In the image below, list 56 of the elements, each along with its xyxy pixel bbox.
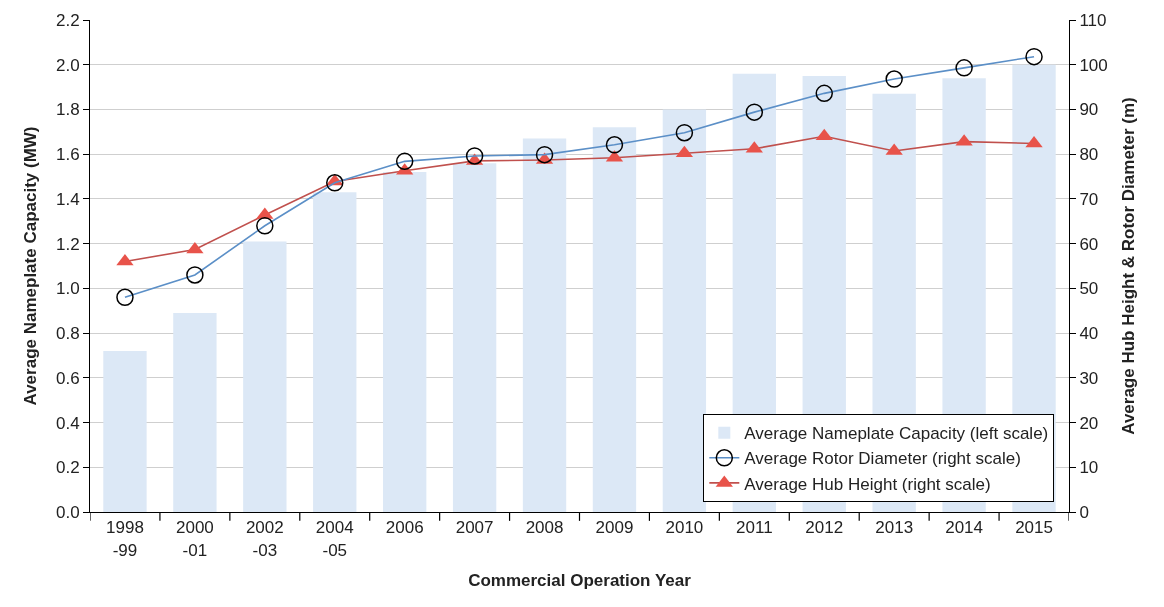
y-tick-label: 0.0	[55, 502, 80, 522]
bar	[452, 163, 497, 512]
bar	[592, 127, 637, 512]
x-tick-label: 2007	[455, 518, 494, 538]
point	[186, 241, 204, 254]
y-tick-label: 2.2	[55, 10, 80, 30]
y2-tick-label: 0	[1079, 502, 1089, 522]
y-tick-label: 2.0	[55, 55, 80, 75]
x-tick-label: 2015	[1015, 518, 1053, 538]
bar	[662, 109, 707, 512]
bar	[383, 172, 427, 512]
y-tick-label: 1.2	[55, 234, 80, 254]
x-tick-label: 2009	[595, 518, 634, 538]
y2-tick-label: 100	[1079, 55, 1108, 75]
y2-tick-label: 70	[1079, 189, 1099, 209]
x-tick-label: 2010	[665, 518, 704, 538]
point	[815, 128, 833, 141]
bar	[313, 192, 357, 512]
y2-tick-label: 10	[1079, 458, 1099, 478]
x-tick-label: 2004 -05	[315, 518, 354, 560]
x-tick-label: 2014	[945, 518, 984, 538]
y-tick-label: 0.2	[55, 458, 80, 478]
bar	[173, 312, 217, 512]
x-tick-label: 2012	[805, 518, 844, 538]
bar	[103, 350, 147, 512]
y2-tick-label: 20	[1079, 413, 1099, 433]
point	[1025, 135, 1043, 148]
y2-tick-label: 90	[1079, 100, 1099, 120]
legend-label: Average Rotor Diameter (right scale)	[744, 449, 1021, 469]
x-tick-label: 2008	[525, 518, 564, 538]
y2-tick-label: 60	[1079, 234, 1099, 254]
legend-label: Average Nameplate Capacity (left scale)	[744, 424, 1049, 444]
x-tick-label: 2006	[385, 518, 424, 538]
x-tick-label: 2011	[736, 518, 773, 538]
bar	[522, 138, 567, 512]
y2-axis-title: Average Hub Height & Rotor Diameter (m)	[1119, 97, 1139, 435]
x-tick-label: 2002 -03	[245, 518, 284, 560]
x-axis-title: Commercial Operation Year	[468, 570, 692, 590]
y2-tick-label: 40	[1079, 324, 1099, 344]
x-tick-label: 1998 -99	[106, 518, 144, 560]
y-tick-label: 0.6	[55, 368, 80, 388]
y-tick-label: 1.4	[55, 189, 80, 209]
y-tick-label: 1.0	[55, 279, 80, 299]
y2-tick-label: 110	[1079, 10, 1107, 30]
legend-label: Average Hub Height (right scale)	[744, 474, 991, 494]
y-tick-label: 0.4	[55, 413, 80, 433]
x-tick-label: 2013	[875, 518, 914, 538]
y2-tick-label: 80	[1079, 145, 1099, 165]
bar	[243, 241, 287, 512]
y2-tick-label: 50	[1079, 279, 1099, 299]
y-axis-title: Average Nameplate Capacity (MW)	[20, 126, 40, 406]
y-tick-label: 1.6	[55, 145, 80, 165]
y-tick-label: 0.8	[55, 324, 80, 344]
y2-tick-label: 30	[1079, 368, 1099, 388]
x-tick-label: 2000 -01	[175, 518, 214, 560]
y-tick-label: 1.8	[55, 100, 80, 120]
